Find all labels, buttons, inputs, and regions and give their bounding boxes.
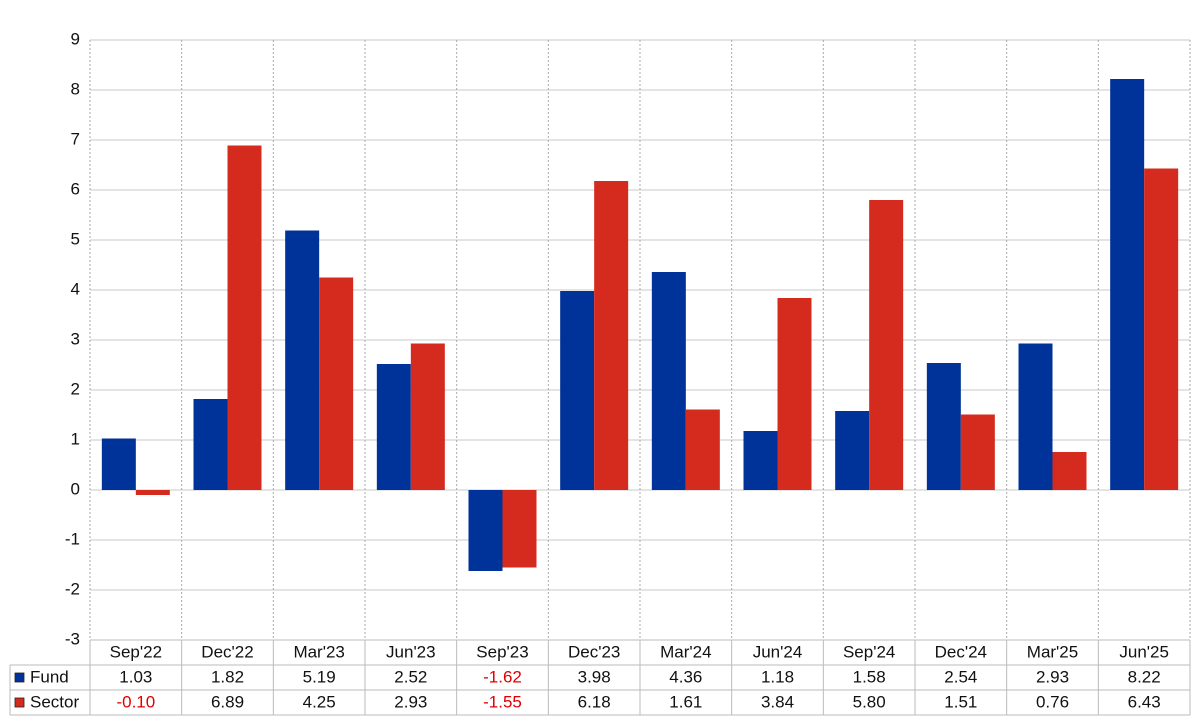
table-value: 6.89: [211, 692, 244, 711]
bar: [410, 343, 445, 490]
bar: [560, 291, 595, 490]
x-tick-label: Mar'24: [660, 642, 711, 661]
y-tick-label: 8: [71, 79, 80, 98]
bar: [101, 438, 136, 490]
table-value: 2.52: [394, 667, 427, 686]
table-value: 2.93: [394, 692, 427, 711]
table-value: -1.62: [483, 667, 522, 686]
x-tick-label: Dec'23: [568, 642, 620, 661]
y-tick-label: 6: [71, 179, 80, 198]
table-value: 4.36: [669, 667, 702, 686]
table-value: 0.76: [1036, 692, 1069, 711]
bar: [960, 414, 995, 490]
table-value: 1.61: [669, 692, 702, 711]
x-tick-label: Jun'24: [753, 642, 803, 661]
bar: [743, 431, 778, 490]
y-tick-label: -3: [65, 629, 80, 648]
y-tick-label: -1: [65, 529, 80, 548]
x-tick-label: Dec'22: [201, 642, 253, 661]
table-value: 5.19: [303, 667, 336, 686]
bar: [193, 399, 228, 490]
x-tick-label: Jun'25: [1119, 642, 1169, 661]
bar: [594, 181, 629, 490]
table-value: 2.54: [944, 667, 977, 686]
y-tick-label: 7: [71, 129, 80, 148]
bar: [376, 364, 411, 490]
bar: [319, 277, 354, 490]
bar: [285, 230, 320, 490]
y-tick-label: -2: [65, 579, 80, 598]
table-value: 1.58: [853, 667, 886, 686]
legend-label: Fund: [30, 667, 69, 686]
bar: [502, 490, 537, 568]
legend-swatch: [14, 697, 25, 708]
table-value: 5.80: [853, 692, 886, 711]
table-value: 6.43: [1128, 692, 1161, 711]
bar: [926, 363, 961, 490]
x-tick-label: Jun'23: [386, 642, 436, 661]
y-tick-label: 1: [71, 429, 80, 448]
legend-swatch: [14, 672, 25, 683]
table-value: 3.98: [578, 667, 611, 686]
bar: [468, 490, 503, 571]
bar: [1052, 452, 1087, 490]
y-tick-label: 4: [71, 279, 80, 298]
bar: [1018, 343, 1053, 490]
table-value: 4.25: [303, 692, 336, 711]
table-value: 1.03: [119, 667, 152, 686]
table-value: 1.18: [761, 667, 794, 686]
bar: [777, 298, 812, 490]
bar: [135, 490, 170, 495]
bar: [651, 272, 686, 490]
table-value: 3.84: [761, 692, 794, 711]
y-tick-label: 9: [71, 29, 80, 48]
table-value: 6.18: [578, 692, 611, 711]
y-tick-label: 5: [71, 229, 80, 248]
y-tick-label: 0: [71, 479, 80, 498]
table-value: 1.51: [944, 692, 977, 711]
table-value: 8.22: [1128, 667, 1161, 686]
x-tick-label: Mar'23: [293, 642, 344, 661]
legend-label: Sector: [30, 692, 79, 711]
x-tick-label: Sep'24: [843, 642, 895, 661]
bar: [685, 409, 720, 490]
x-tick-label: Sep'23: [476, 642, 528, 661]
bar: [835, 411, 870, 490]
bar: [227, 145, 262, 490]
y-tick-label: 3: [71, 329, 80, 348]
x-tick-label: Sep'22: [110, 642, 162, 661]
table-value: 2.93: [1036, 667, 1069, 686]
x-tick-label: Dec'24: [935, 642, 987, 661]
table-value: -0.10: [116, 692, 155, 711]
bar: [869, 200, 904, 490]
x-tick-label: Mar'25: [1027, 642, 1078, 661]
bar: [1144, 168, 1179, 490]
bar: [1110, 79, 1145, 490]
table-value: 1.82: [211, 667, 244, 686]
table-value: -1.55: [483, 692, 522, 711]
y-tick-label: 2: [71, 379, 80, 398]
